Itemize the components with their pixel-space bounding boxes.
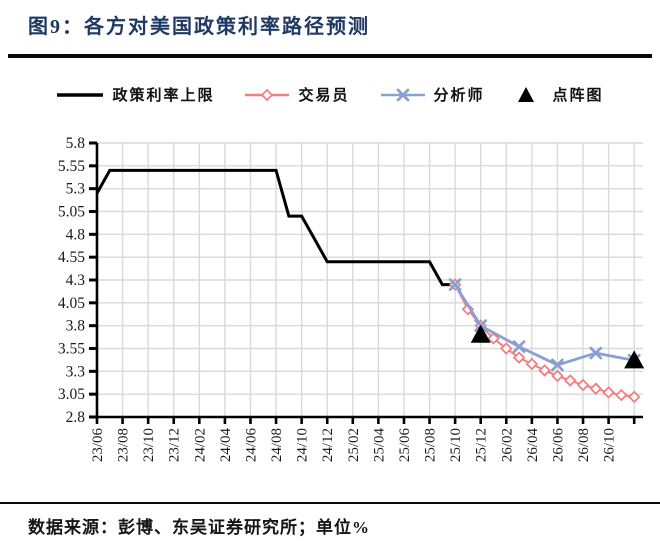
legend-label-dot-plot: 点阵图 [552,88,604,104]
trader-diamond-swatch-icon [244,85,290,105]
svg-text:24/04: 24/04 [218,428,234,463]
svg-text:26/04: 26/04 [525,428,541,463]
svg-text:5.05: 5.05 [58,204,85,221]
dot-plot-triangle-swatch-icon [515,85,537,105]
svg-text:25/12: 25/12 [474,428,490,462]
svg-text:5.8: 5.8 [66,135,86,152]
legend-item-policy-rate: 政策利率上限 [56,84,214,105]
svg-text:25/08: 25/08 [423,428,439,462]
svg-text:4.3: 4.3 [66,272,86,289]
svg-text:4.8: 4.8 [66,226,86,243]
svg-text:2.8: 2.8 [66,409,86,426]
svg-text:23/10: 23/10 [141,428,157,462]
svg-text:24/10: 24/10 [295,428,311,462]
footer-divider [0,502,660,504]
svg-text:25/02: 25/02 [346,428,362,462]
series-3 [470,324,645,369]
data-source-note: 数据来源：彭博、东吴证券研究所；单位% [28,518,370,537]
title-divider [8,54,652,58]
gridlines [97,142,643,417]
svg-text:23/12: 23/12 [167,428,183,462]
svg-text:5.3: 5.3 [66,181,86,198]
svg-text:23/08: 23/08 [116,428,132,462]
svg-text:26/10: 26/10 [602,428,618,462]
svg-text:3.8: 3.8 [66,318,86,335]
svg-text:3.3: 3.3 [66,363,86,380]
svg-text:26/02: 26/02 [499,428,515,462]
svg-text:24/02: 24/02 [192,428,208,462]
svg-text:3.05: 3.05 [58,386,85,403]
legend-label-traders: 交易员 [298,88,350,104]
svg-text:4.55: 4.55 [58,249,85,266]
svg-text:25/04: 25/04 [371,428,387,463]
svg-text:23/06: 23/06 [90,428,106,463]
x-axis-labels: 23/06 23/08 23/10 23/12 24/02 24/04 24/06 24/08… [90,428,618,463]
analyst-x-swatch-icon [380,85,426,105]
svg-text:3.55: 3.55 [58,341,85,358]
svg-text:5.55: 5.55 [58,158,85,175]
svg-text:25/10: 25/10 [448,428,464,462]
svg-text:26/08: 26/08 [576,428,592,462]
legend-item-dot-plot: 点阵图 [515,84,604,105]
svg-text:24/06: 24/06 [243,428,259,463]
y-axis-labels: 2.8 3.05 3.3 3.55 3.8 4.05 4.3 4.55 4.8 5.05 5.3 5.… [58,135,85,426]
legend-item-analysts: 分析师 [380,84,485,105]
rate-path-chart: 2.8 3.05 3.3 3.55 3.8 4.05 4.3 4.55 4.8 5.05 5.3 5.… [58,135,645,463]
svg-text:24/08: 24/08 [269,428,285,462]
svg-text:25/06: 25/06 [397,428,413,463]
axes [89,141,643,424]
legend-item-traders: 交易员 [244,84,349,105]
series-2 [448,278,641,372]
chart-legend: 政策利率上限 交易员 分析师 点阵图 [0,84,660,105]
policy-line-swatch-icon [56,85,104,105]
legend-label-analysts: 分析师 [433,88,485,104]
svg-text:4.05: 4.05 [58,295,85,312]
legend-label-policy-rate: 政策利率上限 [112,88,215,104]
svg-text:24/12: 24/12 [320,428,336,462]
svg-text:26/06: 26/06 [550,428,566,463]
figure-title: 图9：各方对美国政策利率路径预测 [28,16,370,38]
series-0 [95,168,456,287]
